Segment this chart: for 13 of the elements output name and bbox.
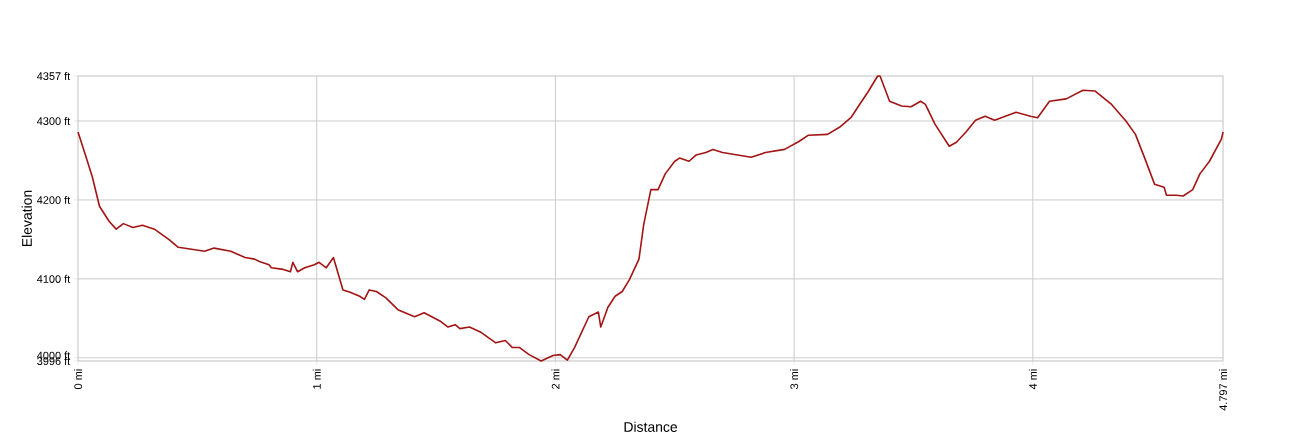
x-tick-label: 4.797 mi [1219,369,1228,411]
y-tick-label: 4200 ft [36,195,71,204]
x-tick-label: 3 mi [790,369,799,390]
x-tick-label: 0 mi [74,369,83,390]
x-tick-label: 2 mi [551,369,560,389]
y-tick-label: 4100 ft [36,274,71,283]
y-tick-label: 4357 ft [36,71,71,81]
line-series [77,75,1224,362]
x-tick-label: 1 mi [312,369,321,389]
y-tick-label: 4300 ft [36,116,71,125]
y-axis-title: Elevation [21,190,32,247]
x-tick-label: 4 mi [1028,369,1037,390]
x-axis-title: Distance [624,421,678,432]
